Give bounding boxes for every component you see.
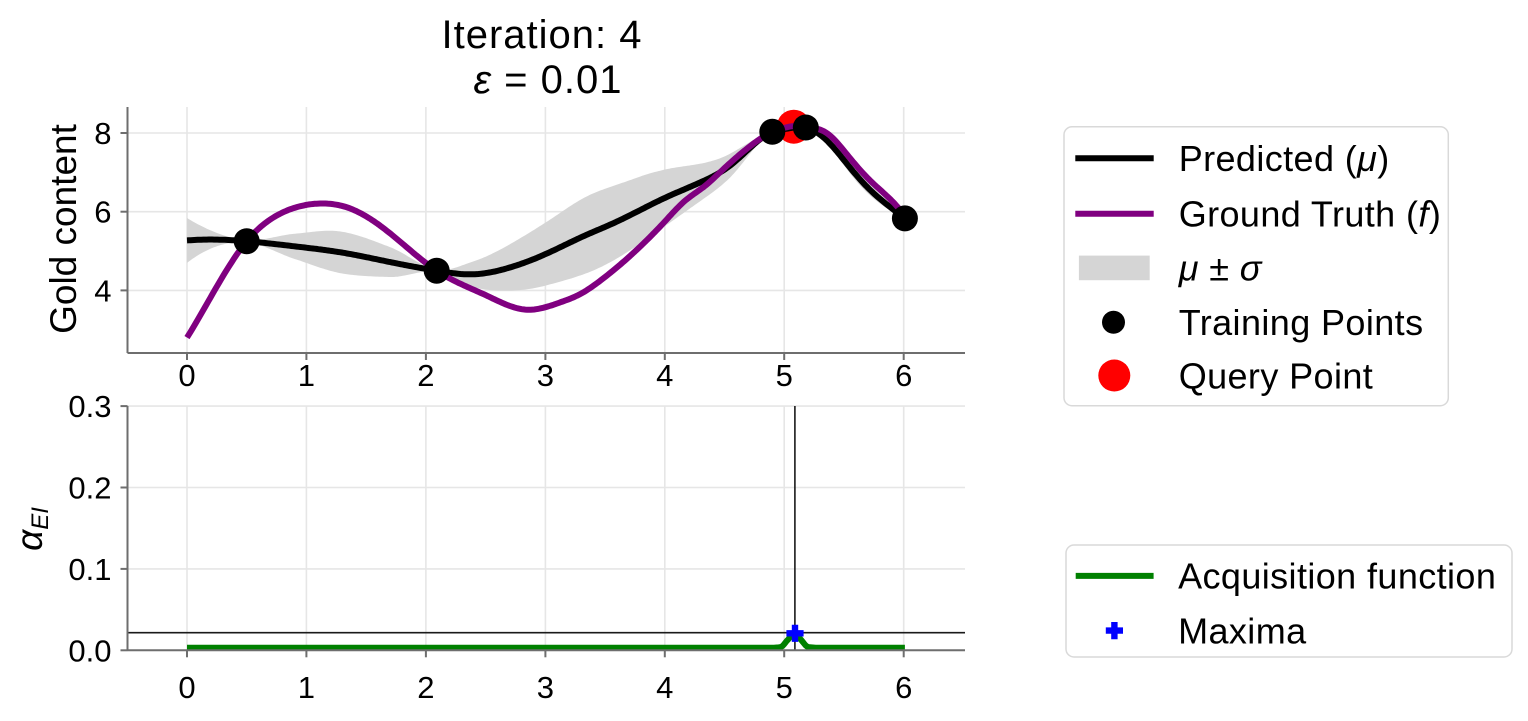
svg-text:Predicted (μ): Predicted (μ) <box>1179 138 1390 179</box>
svg-text:4: 4 <box>656 358 673 393</box>
svg-text:αEI: αEI <box>9 507 54 551</box>
svg-text:3: 3 <box>537 358 554 393</box>
svg-text:Gold content: Gold content <box>43 123 84 334</box>
svg-text:8: 8 <box>94 116 111 151</box>
svg-text:μ ± σ: μ ± σ <box>1178 248 1263 289</box>
svg-text:0.2: 0.2 <box>68 471 111 506</box>
svg-text:1: 1 <box>298 358 315 393</box>
svg-text:6: 6 <box>895 358 912 393</box>
svg-text:0.3: 0.3 <box>68 389 111 424</box>
svg-text:6: 6 <box>895 670 912 705</box>
svg-text:3: 3 <box>537 670 554 705</box>
svg-text:5: 5 <box>776 670 793 705</box>
svg-text:4: 4 <box>94 273 111 308</box>
svg-text:Training Points: Training Points <box>1179 302 1424 343</box>
svg-text:Iteration: 4: Iteration: 4 <box>441 13 642 57</box>
svg-text:2: 2 <box>417 670 434 705</box>
svg-text:Acquisition function: Acquisition function <box>1178 556 1496 597</box>
svg-text:1: 1 <box>298 670 315 705</box>
svg-text:2: 2 <box>417 358 434 393</box>
svg-text:Ground Truth (f): Ground Truth (f) <box>1179 194 1442 235</box>
svg-text:0: 0 <box>178 358 195 393</box>
svg-text:6: 6 <box>94 195 111 230</box>
svg-text:ε = 0.01: ε = 0.01 <box>473 58 622 102</box>
svg-text:0.0: 0.0 <box>68 633 111 668</box>
svg-text:Maxima: Maxima <box>1178 610 1307 651</box>
svg-text:0.1: 0.1 <box>68 552 111 587</box>
svg-text:4: 4 <box>656 670 673 705</box>
svg-text:5: 5 <box>776 358 793 393</box>
svg-text:Query Point: Query Point <box>1179 355 1374 396</box>
svg-text:0: 0 <box>178 670 195 705</box>
